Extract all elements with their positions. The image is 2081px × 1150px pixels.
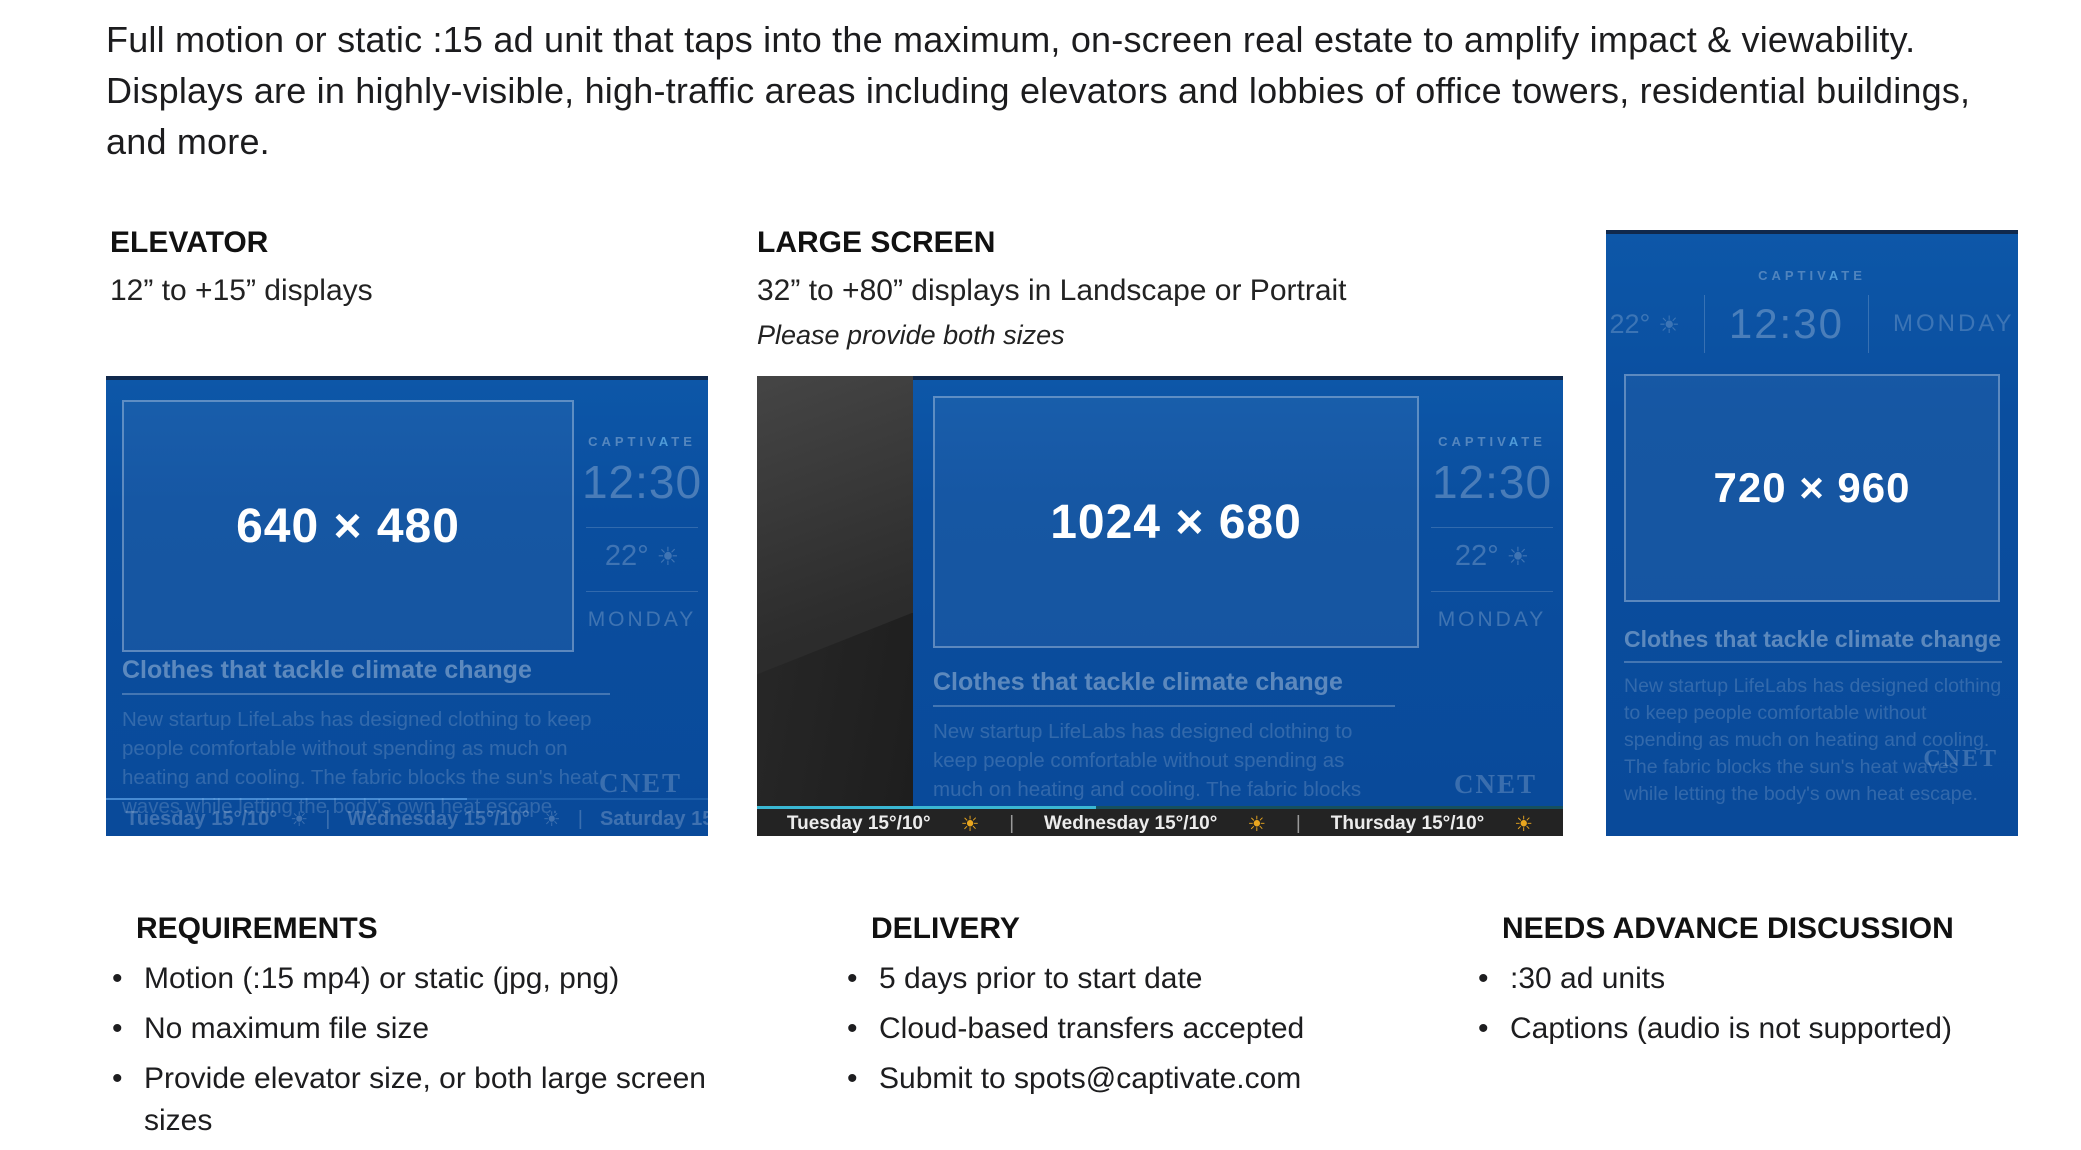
sun-icon: ☀ [1247, 812, 1267, 836]
column-title: REQUIREMENTS [136, 912, 378, 945]
ticker-progress-bar [106, 798, 708, 800]
sun-icon: ☀ [1658, 311, 1680, 339]
bullet-item: Motion (:15 mp4) or static (jpg, png) [108, 958, 708, 1000]
cnet-logo: CNET [1453, 769, 1537, 799]
ad-placeholder-portrait: 720 × 960 [1624, 374, 2000, 602]
sun-icon: ☀ [1514, 812, 1533, 836]
bullet-item: Captions (audio is not supported) [1474, 1008, 2081, 1050]
bullet-item: :30 ad units [1474, 958, 2081, 1000]
article-body: New startup LifeLabs has designed clothi… [122, 708, 599, 818]
screen-area: 1024 × 680 CAPTIVATE 12:30 22° ☀ MONDAY C… [913, 376, 1563, 830]
mockup-portrait-screen: CAPTIVATE 22° ☀ 12:30 MONDAY 720 × 960 Cl… [1606, 230, 2018, 836]
divider [1431, 591, 1553, 592]
ticker-entry: Thursday 15°/10° [1330, 813, 1485, 834]
captivate-logo: CAPTIVATE [1758, 268, 1866, 283]
headline-rule [933, 705, 1395, 707]
temperature: 22° ☀ [1454, 540, 1530, 572]
ticker-entry: Tuesday 15°/10° [126, 807, 278, 830]
portrait-info-row: 22° ☀ 12:30 MONDAY [1606, 295, 2018, 353]
clock: 12:30 [581, 456, 703, 508]
article-body: New startup LifeLabs has designed clothi… [1624, 675, 2002, 805]
divider [1431, 527, 1553, 528]
bullet-item: 5 days prior to start date [843, 958, 1443, 1000]
weekday: MONDAY [1437, 608, 1547, 631]
divider [586, 527, 698, 528]
sun-icon: ☀ [542, 808, 561, 831]
divider [1867, 295, 1869, 353]
news-article: Clothes that tackle climate change New s… [1624, 626, 2002, 808]
bullet-item: Provide elevator size, or both large scr… [108, 1058, 708, 1142]
column-title: DELIVERY [871, 912, 1020, 945]
ticker-separator: | [325, 807, 331, 830]
intro-paragraph: Full motion or static :15 ad unit that t… [106, 19, 1971, 162]
ticker-separator: | [1295, 813, 1301, 834]
elevator-interior-photo [757, 376, 913, 806]
ad-placeholder-large: 1024 × 680 [933, 396, 1419, 648]
temperature: 22° ☀ [604, 540, 680, 572]
weekday: MONDAY [587, 608, 697, 631]
section-subtitle-elevator: 12” to +15” displays [110, 274, 373, 307]
ticker-entry: Wednesday 15°/10° [347, 807, 530, 830]
ticker-entry: Saturday 15°/10° [599, 807, 708, 830]
bullet-item: No maximum file size [108, 1008, 708, 1050]
ticker-entry: Tuesday 15°/10° [786, 813, 931, 834]
bullet-item: Submit to spots@captivate.com [843, 1058, 1443, 1100]
divider [1703, 295, 1705, 353]
cnet-logo: CNET [1923, 746, 1998, 772]
captivate-logo: CAPTIVATE [588, 434, 696, 449]
size-label-portrait: 720 × 960 [1713, 464, 1911, 511]
headline-rule [122, 693, 610, 695]
advance-discussion-column: NEEDS ADVANCE DISCUSSION :30 ad units Ca… [1474, 912, 2081, 1058]
delivery-column: DELIVERY 5 days prior to start date Clou… [843, 912, 1443, 1108]
sun-icon: ☀ [960, 812, 980, 836]
captivate-side-panel: CAPTIVATE 12:30 22° ☀ MONDAY [1421, 380, 1563, 806]
weather-ticker-large: Tuesday 15°/10° ☀ | Wednesday 15°/10° ☀ … [757, 806, 1563, 836]
sun-icon: ☀ [656, 543, 680, 571]
ticker-separator: | [1009, 813, 1015, 834]
divider [586, 591, 698, 592]
captivate-side-panel: CAPTIVATE 12:30 22° ☀ MONDAY [576, 380, 708, 836]
section-subtitle-large-screen: 32” to +80” displays in Landscape or Por… [757, 274, 1347, 307]
section-title-large-screen: LARGE SCREEN [757, 226, 996, 259]
news-article: Clothes that tackle climate change New s… [122, 656, 610, 821]
ticker-entry: Wednesday 15°/10° [1044, 813, 1218, 834]
size-label-elevator: 640 × 480 [236, 499, 460, 553]
article-headline: Clothes that tackle climate change [122, 656, 532, 684]
article-headline: Clothes that tackle climate change [933, 668, 1343, 696]
temperature: 22° ☀ [1609, 308, 1680, 339]
mockup-large-screen: 1024 × 680 CAPTIVATE 12:30 22° ☀ MONDAY C… [757, 376, 1563, 836]
size-label-large: 1024 × 680 [1050, 495, 1302, 549]
weekday: MONDAY [1892, 310, 2015, 337]
sun-icon: ☀ [1506, 543, 1530, 571]
section-title-elevator: ELEVATOR [110, 226, 269, 259]
clock: 12:30 [1728, 300, 1844, 347]
weather-ticker-elevator: Tuesday 15°/10° ☀ | Wednesday 15°/10° ☀ … [106, 798, 708, 836]
mockup-elevator-screen: 640 × 480 CAPTIVATE 12:30 22° ☀ MONDAY Cl… [106, 376, 708, 836]
ad-placeholder-elevator: 640 × 480 [122, 400, 574, 652]
captivate-logo: CAPTIVATE [1438, 434, 1546, 449]
sun-icon: ☀ [290, 808, 309, 831]
requirements-column: REQUIREMENTS Motion (:15 mp4) or static … [108, 912, 708, 1150]
clock: 12:30 [1431, 456, 1553, 508]
article-headline: Clothes that tackle climate change [1624, 626, 2002, 652]
ticker-separator: | [577, 807, 583, 830]
column-title: NEEDS ADVANCE DISCUSSION [1502, 912, 1954, 945]
headline-rule [1624, 661, 2002, 663]
cnet-logo: CNET [598, 768, 682, 798]
bullet-item: Cloud-based transfers accepted [843, 1008, 1443, 1050]
section-note-large-screen: Please provide both sizes [757, 320, 1065, 350]
